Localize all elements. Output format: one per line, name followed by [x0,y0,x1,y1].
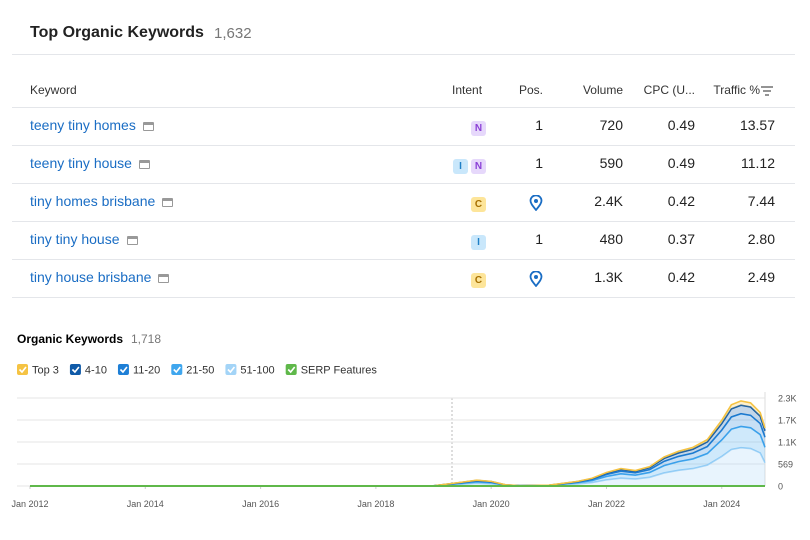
legend-label: 4-10 [85,365,107,377]
y-tick-label: 2.3K [778,394,797,404]
divider [12,259,795,260]
local-pack-icon [529,271,543,287]
y-tick-label: 1.7K [778,416,797,426]
legend-check [287,366,296,374]
cpc: 0.42 [667,269,695,285]
legend-checkbox[interactable] [285,364,297,375]
divider [12,145,795,146]
sort-icon[interactable] [760,85,774,97]
volume: 1.3K [594,269,623,285]
chart-title: Organic Keywords [17,332,123,346]
intent-badge: C [471,197,486,212]
position: 1 [535,117,543,133]
count: 1,632 [214,25,252,42]
legend-check [173,366,181,374]
keyword-link[interactable]: teeny tiny house [30,155,150,171]
legend-checkbox[interactable] [69,364,81,375]
intent-badge: N [471,121,486,136]
y-tick-label: 1.1K [778,438,797,448]
divider [12,183,795,184]
divider [12,54,795,55]
position: 1 [535,155,543,171]
y-tick-label: 0 [778,482,783,492]
x-tick-label: Jan 2016 [242,499,279,509]
volume: 590 [599,155,623,171]
x-tick-label: Jan 2014 [127,499,164,509]
traffic: 2.49 [747,269,775,285]
legend-label: 21-50 [186,365,214,377]
intent-badge: C [471,273,486,288]
cpc: 0.37 [667,231,695,247]
keyword-link[interactable]: tiny homes brisbane [30,193,174,209]
legend-checkbox[interactable] [17,364,28,375]
keyword-link[interactable]: tiny tiny house [30,231,138,247]
series-line [30,400,766,487]
x-tick-label: Jan 2018 [357,499,394,509]
column-header: Volume [582,83,623,97]
legend-label: 51-100 [240,365,274,377]
divider [12,297,795,298]
legend-checkbox[interactable] [117,364,129,375]
area-band [30,447,765,486]
serp-icon[interactable] [138,160,150,169]
serp-icon[interactable] [126,236,138,245]
traffic: 13.57 [739,117,775,133]
intent: C [468,270,486,288]
local-pack-icon [529,195,543,211]
x-tick-label: Jan 2020 [473,499,510,509]
intent-badge: I [471,235,486,250]
legend-label: Top 3 [32,365,59,377]
x-tick-label: Jan 2022 [588,499,625,509]
legend-check [227,366,236,374]
legend-checkbox[interactable] [225,364,237,375]
position: 1 [535,231,543,247]
cpc: 0.49 [667,155,695,171]
y-tick-label: 569 [778,460,793,470]
x-tick-label: Jan 2024 [703,499,740,509]
traffic: 2.80 [747,231,775,247]
divider [12,107,795,108]
column-header: Pos. [518,83,543,97]
keyword-link[interactable]: teeny tiny homes [30,117,154,133]
legend-check [18,366,27,374]
cpc: 0.49 [667,117,695,133]
column-header: CPC (U... [643,83,695,97]
column-header: Traffic % [713,83,760,97]
legend-label: 11-20 [133,365,160,377]
column-header: Intent [452,83,483,97]
intent: N [468,118,486,136]
serp-icon[interactable] [158,274,170,283]
volume: 2.4K [594,193,623,209]
volume: 480 [599,231,623,247]
legend-check [71,366,80,374]
traffic: 7.44 [747,193,775,209]
intent-badge: I [453,159,468,174]
intent: C [468,194,486,212]
traffic: 11.12 [741,155,775,171]
legend-check [119,366,128,374]
intent: I [468,232,486,250]
serp-icon[interactable] [162,198,174,207]
x-tick-label: Jan 2012 [11,499,48,509]
legend-checkbox[interactable] [171,364,183,375]
volume: 720 [599,117,623,133]
chart-count: 1,718 [131,332,161,346]
divider [12,221,795,222]
title: Top Organic Keywords [30,24,204,41]
column-header: Keyword [30,83,77,97]
serp-icon[interactable] [142,122,154,131]
keyword-link[interactable]: tiny house brisbane [30,269,170,285]
intent-badge: N [471,159,486,174]
legend-label: SERP Features [301,365,378,377]
cpc: 0.42 [667,193,695,209]
